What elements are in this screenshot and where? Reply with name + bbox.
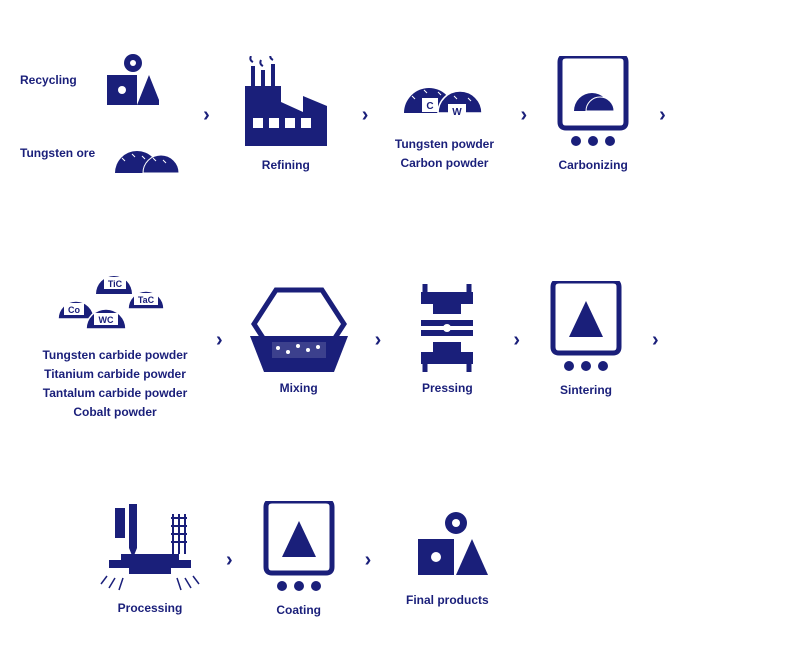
final-products-label: Final products <box>406 592 489 609</box>
sintering-label: Sintering <box>560 382 612 399</box>
furnace-mound-icon <box>548 56 638 151</box>
step-coating: Coating <box>239 501 359 619</box>
tungsten-ore-label: Tungsten ore <box>20 146 95 160</box>
press-icon <box>407 284 487 374</box>
processing-label: Processing <box>118 600 183 617</box>
powder-labels: Tungsten powder Carbon powder <box>395 134 494 172</box>
step-pressing: Pressing <box>387 284 507 397</box>
svg-text:W: W <box>453 107 463 118</box>
four-mounds-icon: TiC Co TaC WC <box>50 259 180 339</box>
arrow-icon: › <box>359 549 378 572</box>
pressing-label: Pressing <box>422 380 473 397</box>
step-processing: Processing <box>80 504 220 617</box>
input-recycling: Recycling <box>20 53 187 108</box>
process-row-1: Recycling Tungsten ore › Refini <box>0 20 800 210</box>
step-final-products: Final products <box>377 511 517 609</box>
svg-text:Co: Co <box>68 305 80 315</box>
row1-inputs: Recycling Tungsten ore <box>20 53 187 178</box>
step-mixing: Mixing <box>229 284 369 397</box>
arrow-icon: › <box>646 329 665 352</box>
machining-icon <box>95 504 205 594</box>
step-refining: Refining <box>216 56 356 174</box>
arrow-icon: › <box>210 329 229 352</box>
furnace-coating-icon <box>254 501 344 596</box>
carbide-powder-labels: Tungsten carbide powder Titanium carbide… <box>42 345 187 420</box>
mixer-icon <box>244 284 354 374</box>
step-sintering: Sintering <box>526 281 646 399</box>
svg-text:TaC: TaC <box>138 295 155 305</box>
recycling-label: Recycling <box>20 73 77 87</box>
mixing-label: Mixing <box>280 380 318 397</box>
arrow-icon: › <box>369 329 388 352</box>
svg-text:WC: WC <box>99 315 114 325</box>
step-carbonizing: Carbonizing <box>533 56 653 174</box>
carbonizing-label: Carbonizing <box>558 157 627 174</box>
process-row-3: Processing › Coating › Final products <box>0 480 800 640</box>
input-tungsten-ore: Tungsten ore <box>20 128 187 178</box>
arrow-icon: › <box>653 104 672 127</box>
powder-mounds-cw-icon: C W <box>394 58 494 128</box>
refining-label: Refining <box>262 157 310 174</box>
arrow-icon: › <box>507 329 526 352</box>
factory-icon <box>231 56 341 151</box>
process-row-2: TiC Co TaC WC Tungsten carbide powder Ti… <box>0 240 800 440</box>
final-shapes-icon <box>402 511 492 586</box>
furnace-triangle-icon <box>541 281 631 376</box>
svg-text:TiC: TiC <box>108 279 123 289</box>
shapes-icon <box>89 53 159 108</box>
svg-text:C: C <box>427 101 434 112</box>
arrow-icon: › <box>514 104 533 127</box>
arrow-icon: › <box>356 104 375 127</box>
coating-label: Coating <box>276 602 321 619</box>
ore-mounds-icon <box>107 128 187 178</box>
arrow-icon: › <box>197 104 216 127</box>
arrow-icon: › <box>220 549 239 572</box>
step-powders-cw: C W Tungsten powder Carbon powder <box>374 58 514 172</box>
step-carbide-powders: TiC Co TaC WC Tungsten carbide powder Ti… <box>20 259 210 420</box>
